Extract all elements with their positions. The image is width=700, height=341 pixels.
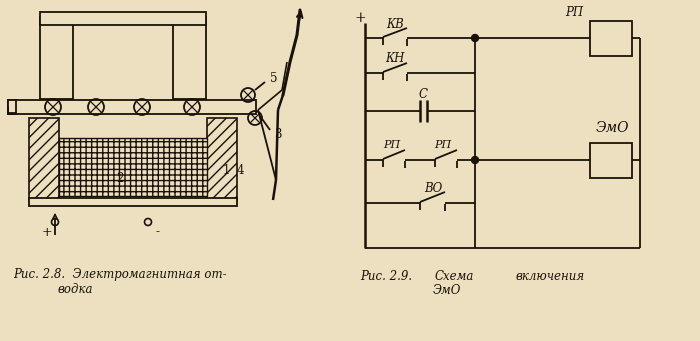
Text: Рис. 2.9.: Рис. 2.9. [360, 270, 412, 283]
Text: Рис. 2.8.  Электромагнитная от-: Рис. 2.8. Электромагнитная от- [13, 268, 227, 281]
Bar [173, 17, 206, 99]
Text: 2: 2 [116, 172, 124, 184]
Bar [590, 21, 632, 56]
Text: -: - [155, 225, 159, 238]
Text: 4: 4 [237, 163, 244, 177]
Text: РП: РП [435, 140, 452, 150]
Text: КВ: КВ [386, 17, 404, 30]
Bar [207, 118, 237, 200]
Bar [590, 143, 632, 178]
Text: +: + [354, 11, 366, 25]
Text: ЭмО: ЭмО [595, 121, 629, 135]
Bar [29, 198, 237, 206]
Circle shape [472, 34, 479, 42]
Text: С: С [419, 88, 428, 101]
Text: водка: водка [57, 283, 92, 296]
Text: 1: 1 [223, 163, 230, 177]
Text: РП: РП [384, 140, 400, 150]
Bar [8, 100, 16, 114]
Text: ВО: ВО [424, 181, 442, 194]
Bar [40, 17, 73, 99]
Text: РП: РП [565, 6, 583, 19]
Text: 3: 3 [274, 129, 281, 142]
Text: включения: включения [515, 270, 584, 283]
Text: ЭмО: ЭмО [433, 284, 461, 297]
Text: Схема: Схема [435, 270, 475, 283]
Bar [8, 100, 256, 114]
Circle shape [472, 157, 479, 163]
Bar [29, 118, 59, 200]
Text: +: + [42, 225, 52, 238]
Bar [40, 12, 206, 25]
Bar [59, 138, 207, 196]
Text: КН: КН [385, 53, 405, 65]
Text: 5: 5 [270, 72, 277, 85]
